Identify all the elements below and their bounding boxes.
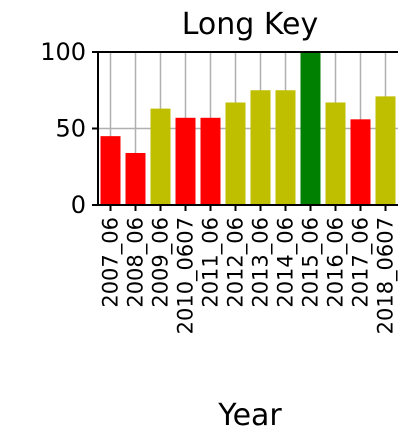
x-tick-label: 2014_06 xyxy=(274,217,299,308)
x-axis-label: Year xyxy=(217,398,282,433)
y-tick-label: 50 xyxy=(55,115,86,143)
bar xyxy=(325,102,346,205)
bar xyxy=(225,102,246,205)
x-tick-label: 2009_06 xyxy=(149,217,174,308)
x-tick-label: 2016_06 xyxy=(324,217,349,308)
bar xyxy=(125,152,146,205)
bar xyxy=(250,90,271,205)
x-tick-label: 2015_06 xyxy=(299,217,324,308)
bars-layer xyxy=(100,52,396,205)
x-tick-label: 2007_06 xyxy=(99,217,124,308)
bar xyxy=(300,52,321,205)
x-ticks: 2007_06 2008_06 2009_06 2010_0607 2011_06 201… xyxy=(99,205,399,334)
y-ticks: 0 50 100 xyxy=(40,38,98,219)
x-tick-label: 2018_0607 xyxy=(374,217,399,334)
bar xyxy=(375,96,396,205)
y-tick-label: 0 xyxy=(71,191,86,219)
bar xyxy=(350,119,371,205)
x-tick-label: 2017_06 xyxy=(349,217,374,308)
x-tick-label: 2013_06 xyxy=(249,217,274,308)
x-tick-label: 2011_06 xyxy=(199,217,224,308)
y-tick-label: 100 xyxy=(40,38,86,66)
bar xyxy=(175,117,196,205)
bar xyxy=(200,117,221,205)
bar xyxy=(150,108,171,205)
x-tick-label: 2010_0607 xyxy=(174,217,199,334)
chart-title: Long Key xyxy=(182,7,319,42)
bar xyxy=(100,136,121,205)
x-tick-label: 2012_06 xyxy=(224,217,249,308)
x-tick-label: 2008_06 xyxy=(124,217,149,308)
bar xyxy=(275,90,296,205)
